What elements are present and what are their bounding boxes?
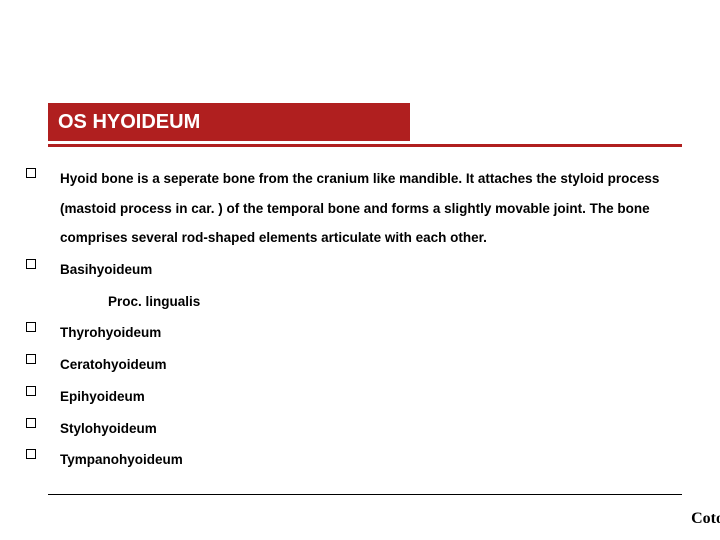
footer-label: Coto — [691, 510, 720, 528]
list-item-text: Basihyoideum — [60, 255, 152, 285]
square-bullet-icon — [26, 322, 36, 332]
title-underline — [48, 144, 682, 147]
list-item: Proc. lingualis — [26, 287, 696, 317]
list-item-text: Proc. lingualis — [60, 287, 200, 317]
slide-title: OS HYOIDEUM — [58, 111, 200, 134]
list-item-text: Hyoid bone is a seperate bone from the c… — [60, 164, 696, 253]
footer-divider — [48, 494, 682, 495]
slide-title-block: OS HYOIDEUM — [48, 103, 410, 141]
list-item: Hyoid bone is a seperate bone from the c… — [26, 164, 696, 253]
list-item: Tympanohyoideum — [26, 445, 696, 475]
square-bullet-icon — [26, 168, 36, 178]
list-item: Basihyoideum — [26, 255, 696, 285]
list-item-text: Ceratohyoideum — [60, 350, 167, 380]
square-bullet-icon — [26, 354, 36, 364]
square-bullet-icon — [26, 386, 36, 396]
list-item: Thyrohyoideum — [26, 318, 696, 348]
list-item: Stylohyoideum — [26, 414, 696, 444]
square-bullet-icon — [26, 259, 36, 269]
square-bullet-icon — [26, 418, 36, 428]
list-item-text: Thyrohyoideum — [60, 318, 161, 348]
list-item: Ceratohyoideum — [26, 350, 696, 380]
list-item-text: Epihyoideum — [60, 382, 145, 412]
square-bullet-icon — [26, 449, 36, 459]
content-list: Hyoid bone is a seperate bone from the c… — [26, 164, 696, 477]
list-item-text: Stylohyoideum — [60, 414, 157, 444]
list-item: Epihyoideum — [26, 382, 696, 412]
list-item-text: Tympanohyoideum — [60, 445, 183, 475]
